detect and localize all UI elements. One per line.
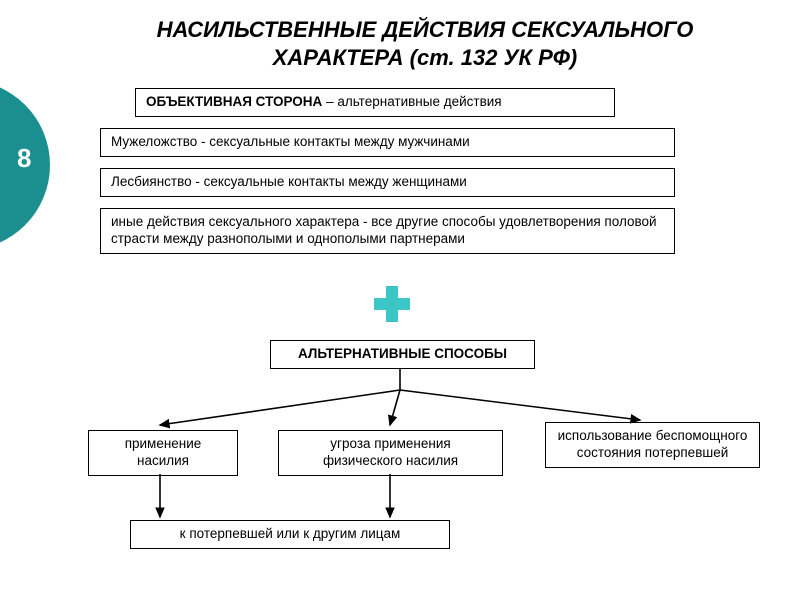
box-objective: ОБЪЕКТИВНАЯ СТОРОНА – альтернативные дей…	[135, 88, 615, 117]
box-def1: Мужеложство - сексуальные контакты между…	[100, 128, 675, 157]
box-method-1: применение насилия	[88, 430, 238, 476]
slide-number: 8	[17, 143, 31, 174]
box-objective-bold: ОБЪЕКТИВНАЯ СТОРОНА	[146, 94, 322, 109]
box-def2: Лесбиянство - сексуальные контакты между…	[100, 168, 675, 197]
box-objective-rest: – альтернативные действия	[322, 94, 501, 109]
box-alt-title: АЛЬТЕРНАТИВНЫЕ СПОСОБЫ	[270, 340, 535, 369]
slide-title: НАСИЛЬСТВЕННЫЕ ДЕЙСТВИЯ СЕКСУАЛЬНОГО ХАР…	[90, 16, 760, 71]
box-def3: иные действия сексуального характера - в…	[100, 208, 675, 254]
box-method-2: угроза применения физического насилия	[278, 430, 503, 476]
box-target: к потерпевшей или к другим лицам	[130, 520, 450, 549]
plus-connector-icon	[374, 286, 410, 322]
box-method-3: использование беспомощного состояния пот…	[545, 422, 760, 468]
